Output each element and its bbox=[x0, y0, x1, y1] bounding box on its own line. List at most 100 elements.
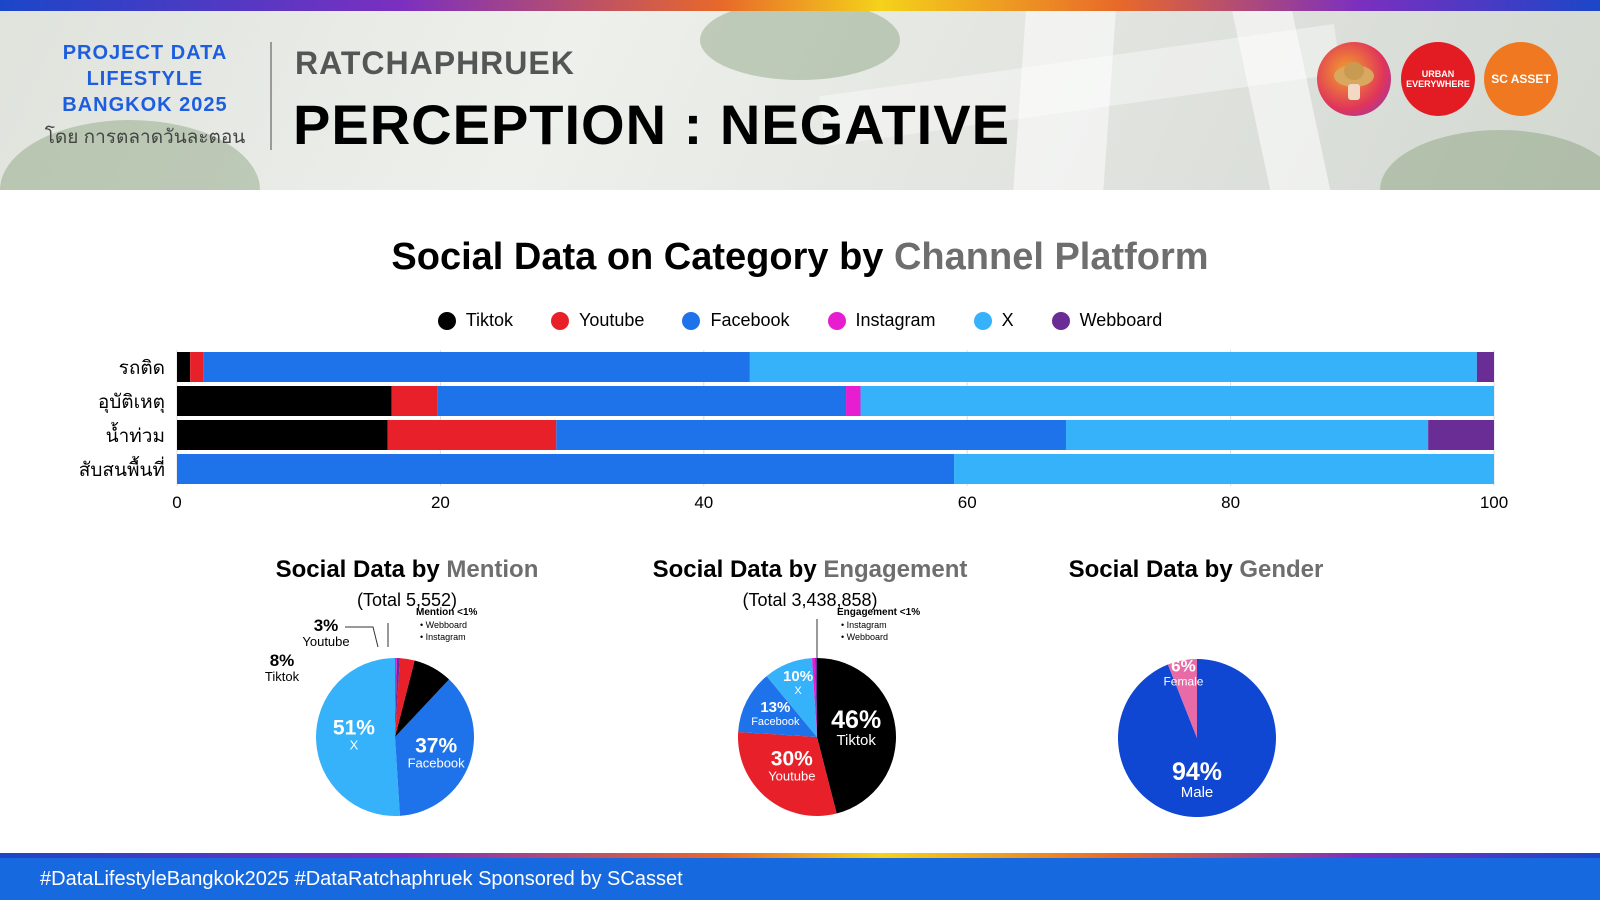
gender-pie-title-part1: Social Data by bbox=[1068, 556, 1240, 583]
legend-item-instagram: Instagram bbox=[827, 310, 936, 331]
legend-swatch bbox=[682, 311, 701, 330]
pie-slice-instagram bbox=[812, 658, 817, 737]
chart-section-title-part1: Social Data on Category by bbox=[391, 236, 894, 278]
chart-section-title: Social Data on Category by Channel Platf… bbox=[0, 236, 1600, 279]
legend-item-youtube: Youtube bbox=[551, 310, 644, 331]
bar-segment-instagram bbox=[846, 386, 861, 416]
mention-note-item: • Webboard bbox=[420, 620, 467, 630]
engagement-pie-title: Social Data by Engagement bbox=[600, 556, 1020, 584]
x-tick-label: 100 bbox=[1480, 493, 1508, 510]
gender-pie-chart: 94%Male 6%Female bbox=[1118, 656, 1276, 817]
leader-line bbox=[345, 626, 379, 648]
bar-segment-x bbox=[1065, 420, 1429, 450]
engagement-pie-title-part2: Engagement bbox=[823, 556, 968, 583]
engagement-x-label-percent: 10% bbox=[783, 668, 813, 685]
legend-label: Instagram bbox=[855, 310, 936, 330]
chart-legend: Tiktok Youtube Facebook Instagram X Webboard bbox=[0, 310, 1600, 331]
legend-label: Youtube bbox=[579, 310, 645, 330]
bar-segment-youtube bbox=[387, 420, 557, 450]
engagement-youtube-label-percent: 30% bbox=[771, 747, 813, 770]
background-trees bbox=[700, 0, 900, 80]
gender-female-label-percent: 6% bbox=[1171, 656, 1196, 675]
mention-pie-title-part2: Mention bbox=[446, 556, 539, 583]
mention-x-label-name: X bbox=[350, 737, 359, 752]
engagement-youtube-label-name: Youtube bbox=[768, 768, 815, 783]
bar-segment-facebook bbox=[437, 386, 847, 416]
pie-slice-webboard bbox=[395, 658, 400, 737]
creator-avatar-logo bbox=[1317, 42, 1391, 116]
category-label: น้ำท่วม bbox=[106, 422, 165, 447]
sc-asset-logo: SC ASSET bbox=[1484, 42, 1558, 116]
legend-swatch bbox=[437, 311, 456, 330]
bar-segment-webboard bbox=[1428, 420, 1494, 450]
pie-slice-female bbox=[1167, 659, 1197, 738]
legend-swatch bbox=[827, 311, 846, 330]
gender-pie-title-part2: Gender bbox=[1239, 556, 1324, 583]
urban-everywhere-logo: URBAN EVERYWHERE bbox=[1401, 42, 1475, 116]
legend-label: Webboard bbox=[1079, 310, 1163, 330]
category-label: สับสนพื้นที่ bbox=[79, 456, 165, 481]
mention-tiktok-label-name: Tiktok bbox=[265, 669, 300, 684]
mention-tiktok-label-percent: 8% bbox=[270, 651, 295, 670]
legend-swatch bbox=[551, 311, 570, 330]
bar-segment-facebook bbox=[556, 420, 1066, 450]
engagement-note-item: • Webboard bbox=[841, 632, 888, 642]
brand-subtitle: โดย การตลาดวันละตอน bbox=[44, 127, 246, 148]
location-label: RATCHAPHRUEK bbox=[295, 45, 575, 81]
engagement-facebook-label-percent: 13% bbox=[760, 699, 790, 716]
engagement-facebook-label-name: Facebook bbox=[751, 716, 800, 728]
bar-segment-x bbox=[749, 352, 1477, 382]
bar-segment-youtube bbox=[391, 386, 438, 416]
bar-segment-x bbox=[860, 386, 1494, 416]
brand-line: PROJECT DATA bbox=[62, 42, 228, 64]
legend-label: Tiktok bbox=[465, 310, 514, 330]
mention-facebook-label-name: Facebook bbox=[408, 756, 466, 771]
gender-male-label-name: Male bbox=[1181, 784, 1214, 801]
bar-segment-x bbox=[954, 454, 1494, 484]
x-tick-label: 0 bbox=[172, 493, 181, 510]
header-divider bbox=[270, 42, 272, 150]
top-rainbow-bar bbox=[0, 0, 1600, 11]
pie-slice-tiktok bbox=[395, 660, 450, 737]
mention-facebook-label-percent: 37% bbox=[415, 735, 457, 758]
x-tick-label: 20 bbox=[431, 493, 450, 510]
bar-segment-tiktok bbox=[177, 386, 392, 416]
pie-slice-facebook bbox=[738, 676, 817, 737]
bar-segment-tiktok bbox=[177, 352, 191, 382]
bar-segment-facebook bbox=[203, 352, 750, 382]
engagement-total: (Total 3,438,858) bbox=[742, 590, 878, 610]
footer-hashtags: #DataLifestyleBangkok2025 #DataRatchaphr… bbox=[40, 868, 683, 890]
chart-section-title-part2: Channel Platform bbox=[893, 236, 1209, 278]
mention-pie-title-part1: Social Data by bbox=[275, 556, 447, 583]
legend-label: Facebook bbox=[710, 310, 790, 330]
legend-item-webboard: Webboard bbox=[1051, 310, 1163, 331]
footer-rainbow-bar bbox=[0, 853, 1600, 858]
x-tick-label: 80 bbox=[1221, 493, 1240, 510]
mention-x-label-percent: 51% bbox=[333, 716, 375, 739]
pie-slice-x bbox=[766, 658, 817, 737]
x-tick-label: 60 bbox=[958, 493, 977, 510]
legend-item-x: X bbox=[973, 310, 1014, 331]
pie-slice-facebook bbox=[395, 679, 474, 816]
gender-male-label-percent: 94% bbox=[1172, 758, 1222, 786]
engagement-note-item: • Instagram bbox=[841, 620, 887, 630]
engagement-x-label-name: X bbox=[794, 685, 802, 697]
pie-slice-webboard bbox=[815, 658, 817, 737]
mention-note-title: Mention <1% bbox=[416, 607, 478, 618]
mention-pie-title: Social Data by Mention bbox=[197, 556, 617, 584]
pie-slice-youtube bbox=[738, 732, 837, 816]
mention-pie-chart: 51%X 37%Facebook 8%Tiktok 3%Youtube Mention … bbox=[265, 607, 478, 816]
category-label: อุบัติเหตุ bbox=[98, 392, 165, 414]
mention-note-item: • Instagram bbox=[420, 632, 466, 642]
footer-bar: #DataLifestyleBangkok2025 #DataRatchaphr… bbox=[0, 858, 1600, 900]
stacked-bar-chart: รถติดอุบัติเหตุน้ำท่วมสับสนพื้นที่ 0 20 40 6… bbox=[79, 350, 1508, 510]
brand-line: BANGKOK 2025 bbox=[62, 94, 228, 116]
category-label: รถติด bbox=[119, 358, 165, 379]
pie-slice-youtube bbox=[395, 658, 415, 737]
bar-segment-webboard bbox=[1476, 352, 1494, 382]
bar-segment-tiktok bbox=[177, 420, 388, 450]
engagement-pie-chart: 46%Tiktok 30%Youtube 13%Facebook 10%X Engage… bbox=[738, 607, 920, 816]
mention-total: (Total 5,552) bbox=[356, 590, 458, 610]
bar-segment-youtube bbox=[190, 352, 204, 382]
pie-slice-x bbox=[316, 658, 400, 816]
